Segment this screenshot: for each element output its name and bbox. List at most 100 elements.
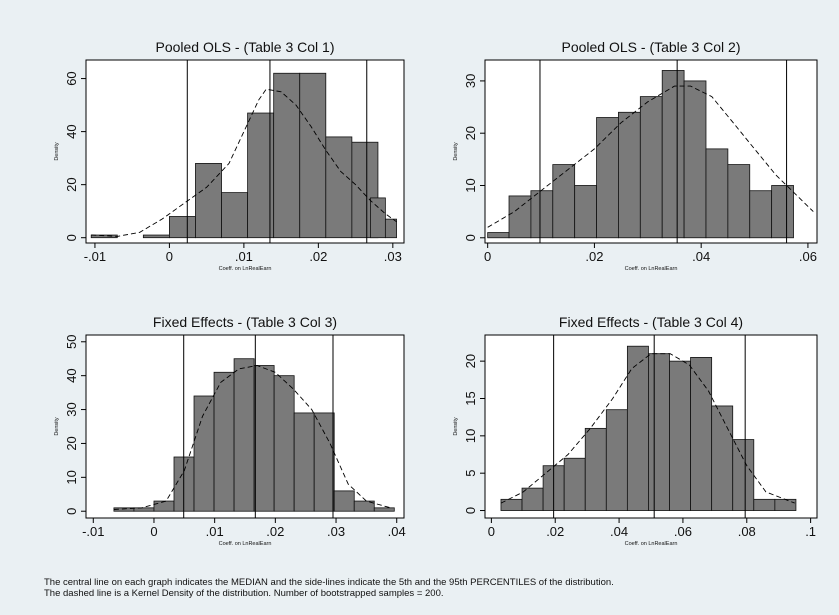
histogram-bar bbox=[669, 360, 691, 511]
x-tick-label: 0 bbox=[488, 524, 495, 539]
histogram-bar bbox=[169, 216, 196, 239]
x-axis-label: Coeff. on LnRealEarn bbox=[219, 541, 272, 547]
histogram-bar bbox=[325, 136, 353, 239]
histogram-bar bbox=[771, 185, 794, 239]
histogram-bar bbox=[639, 96, 663, 239]
histogram-bar bbox=[373, 507, 395, 512]
histogram-bar bbox=[648, 353, 670, 511]
x-tick-label: .02 bbox=[309, 249, 327, 264]
y-tick-label: 10 bbox=[64, 470, 79, 484]
x-tick-label: .02 bbox=[546, 524, 564, 539]
histogram-bar bbox=[370, 197, 386, 239]
histogram-bar bbox=[563, 457, 586, 511]
caption-line-2: The dashed line is a Kernel Density of t… bbox=[44, 588, 444, 599]
histogram-bar bbox=[221, 192, 249, 239]
histogram-bar bbox=[661, 70, 685, 239]
y-tick-label: 20 bbox=[463, 354, 478, 368]
histogram-bar bbox=[142, 234, 170, 239]
histogram-bar bbox=[500, 498, 523, 511]
x-tick-label: .01 bbox=[206, 524, 224, 539]
histogram-bar bbox=[153, 500, 175, 512]
y-tick-label: 30 bbox=[64, 402, 79, 416]
x-tick-label: 0 bbox=[484, 249, 491, 264]
x-tick-label: .06 bbox=[799, 249, 817, 264]
chart-title: Fixed Effects - (Table 3 Col 3) bbox=[153, 314, 337, 330]
histogram-bar bbox=[195, 163, 222, 239]
kde-line bbox=[91, 88, 397, 237]
histogram-bar bbox=[584, 427, 607, 511]
histogram-bar bbox=[273, 375, 295, 512]
histogram-bar bbox=[299, 72, 327, 239]
histogram-bar bbox=[605, 409, 628, 511]
y-tick-label: 15 bbox=[463, 391, 478, 405]
y-tick-label: 30 bbox=[463, 74, 478, 88]
histogram-bar bbox=[353, 500, 375, 512]
y-axis-label: Density bbox=[54, 417, 60, 436]
histogram-bar bbox=[313, 412, 335, 512]
x-tick-label: .02 bbox=[585, 249, 603, 264]
x-tick-label: .08 bbox=[738, 524, 756, 539]
histogram-bar bbox=[133, 507, 155, 512]
y-tick-label: 0 bbox=[64, 234, 79, 241]
y-tick-label: 10 bbox=[463, 178, 478, 192]
y-tick-label: 10 bbox=[463, 429, 478, 443]
histogram-bar bbox=[213, 371, 235, 512]
kde-line bbox=[113, 365, 391, 510]
x-tick-label: 0 bbox=[166, 249, 173, 264]
histogram-bar bbox=[233, 358, 255, 512]
panel-fixed-effects-col3: Fixed Effects - (Table 3 Col 3) -.01 0 .01.… bbox=[54, 314, 406, 547]
panel-pooled-ols-col1: Pooled OLS - (Table 3 Col 1) -.01 0 .01 .02.… bbox=[54, 39, 405, 272]
histogram-bar bbox=[753, 498, 776, 511]
histogram-bar bbox=[293, 412, 315, 512]
histogram-bar bbox=[711, 405, 734, 511]
kde-line bbox=[487, 85, 814, 228]
x-tick-label: -.01 bbox=[84, 249, 106, 264]
histogram-bar bbox=[774, 498, 797, 511]
x-tick-label: .04 bbox=[610, 524, 628, 539]
y-axis-label: Density bbox=[453, 417, 459, 436]
chart-title: Fixed Effects - (Table 3 Col 4) bbox=[559, 314, 743, 330]
chart-title: Pooled OLS - (Table 3 Col 1) bbox=[156, 39, 335, 55]
y-tick-label: 5 bbox=[463, 470, 478, 477]
panel-fixed-effects-col4: Fixed Effects - (Table 3 Col 4) 0 .02 .04 .0… bbox=[453, 314, 818, 547]
x-tick-label: .03 bbox=[327, 524, 345, 539]
histogram-bar bbox=[727, 164, 751, 239]
x-tick-label: .02 bbox=[266, 524, 284, 539]
y-tick-label: 0 bbox=[64, 508, 79, 515]
histogram-bar bbox=[732, 439, 755, 511]
x-tick-label: .03 bbox=[384, 249, 402, 264]
y-tick-label: 40 bbox=[64, 124, 79, 138]
y-axis-label: Density bbox=[54, 142, 60, 161]
panel-pooled-ols-col2: Pooled OLS - (Table 3 Col 2) 0 .02 .04 .06 0 1… bbox=[453, 39, 818, 272]
x-axis-label: Coeff. on LnRealEarn bbox=[625, 541, 678, 547]
x-tick-label: 0 bbox=[150, 524, 157, 539]
histogram-bar bbox=[384, 218, 397, 239]
x-axis-label: Coeff. on LnRealEarn bbox=[219, 266, 272, 272]
histogram-bar bbox=[705, 148, 729, 239]
histogram-bar bbox=[193, 395, 215, 512]
y-tick-label: 60 bbox=[64, 71, 79, 85]
histogram-bar bbox=[530, 190, 554, 239]
y-tick-label: 0 bbox=[463, 507, 478, 514]
histogram-bar bbox=[487, 232, 510, 239]
histogram-bar bbox=[749, 190, 773, 239]
y-tick-label: 0 bbox=[463, 234, 478, 241]
x-tick-label: .04 bbox=[388, 524, 406, 539]
x-tick-label: .06 bbox=[674, 524, 692, 539]
histogram-bar bbox=[508, 195, 532, 239]
y-tick-label: 20 bbox=[64, 177, 79, 191]
histogram-bar bbox=[253, 365, 275, 512]
histogram-bar bbox=[596, 117, 619, 239]
histogram-bar bbox=[618, 111, 641, 239]
x-tick-label: .1 bbox=[805, 524, 816, 539]
y-tick-label: 40 bbox=[64, 368, 79, 382]
y-tick-label: 20 bbox=[463, 126, 478, 140]
y-tick-label: 50 bbox=[64, 335, 79, 349]
histogram-bar bbox=[247, 112, 275, 239]
histogram-bar bbox=[574, 185, 597, 239]
histogram-bar bbox=[333, 490, 355, 512]
histogram-bar bbox=[683, 80, 707, 239]
histogram-bar bbox=[521, 487, 544, 511]
chart-title: Pooled OLS - (Table 3 Col 2) bbox=[562, 39, 741, 55]
